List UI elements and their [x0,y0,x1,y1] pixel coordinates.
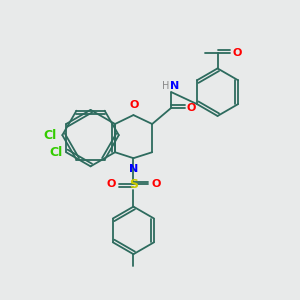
Text: N: N [129,164,139,173]
Text: N: N [170,81,180,91]
Text: O: O [106,179,116,189]
Text: O: O [151,179,160,189]
Text: H: H [162,81,170,91]
Text: O: O [187,103,196,112]
Text: Cl: Cl [44,129,57,142]
Text: O: O [129,100,139,110]
Text: Cl: Cl [49,146,62,159]
Text: S: S [129,178,138,191]
Text: O: O [232,48,242,58]
